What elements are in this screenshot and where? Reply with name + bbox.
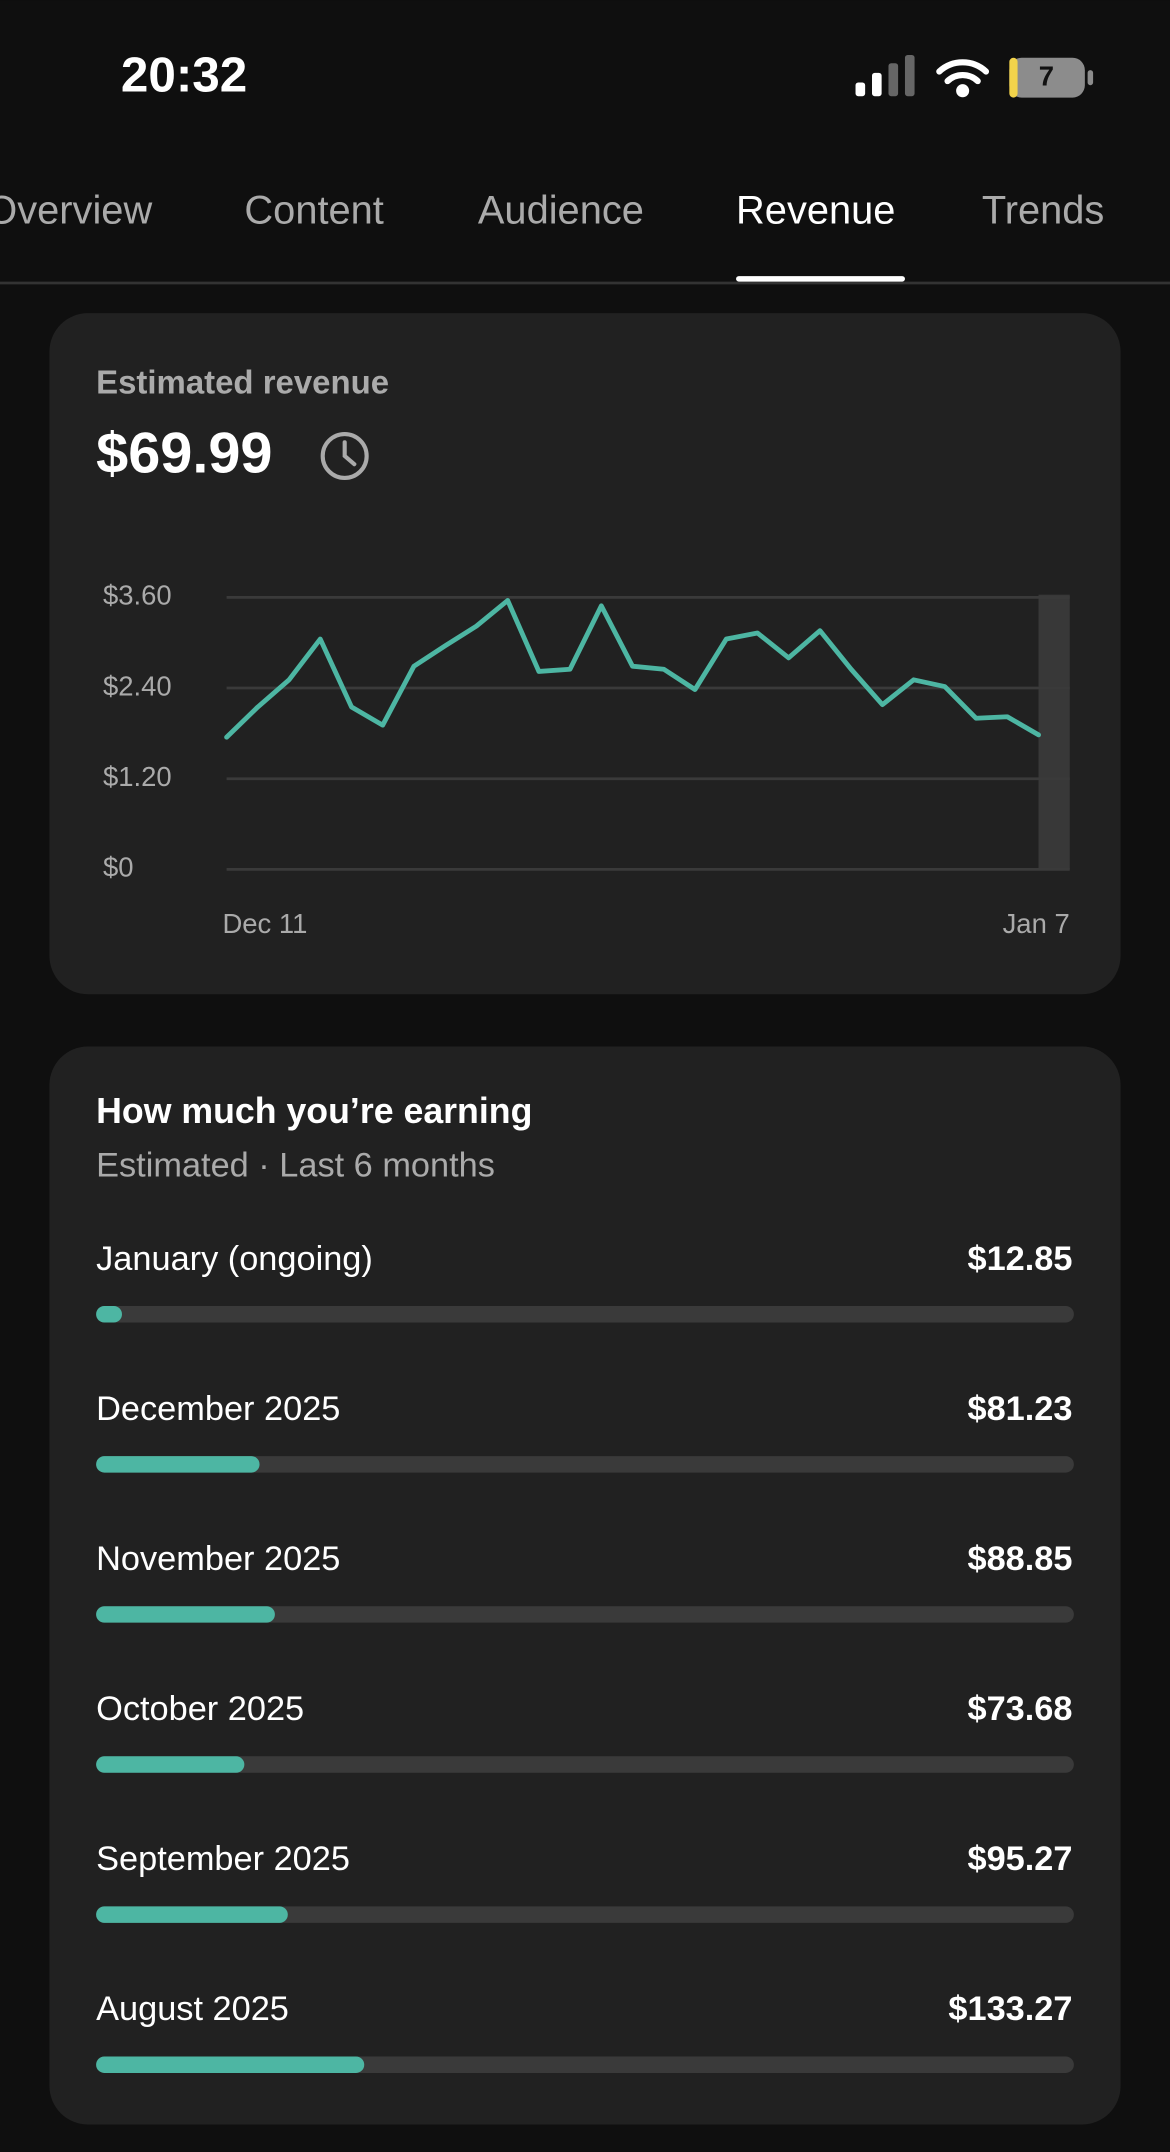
bar (96, 1306, 122, 1323)
tab[interactable]: Content (244, 188, 383, 232)
bar-track (96, 1756, 1074, 1773)
x-tick-label: Jan 7 (1003, 908, 1070, 939)
clock-icon (320, 431, 369, 481)
battery-icon (1009, 57, 1094, 98)
month-value: $133.27 (948, 1990, 1072, 2028)
bar-track (96, 1906, 1074, 1923)
y-tick-label: $1.20 (103, 761, 172, 792)
month-label: August 2025 (96, 1990, 289, 2028)
revenue-card (49, 313, 1121, 995)
month-value: $73.68 (968, 1690, 1073, 1728)
month-label: October 2025 (96, 1690, 304, 1728)
active-tab-indicator (736, 276, 905, 282)
y-tick-label: $2.40 (103, 670, 172, 701)
bar (96, 1756, 245, 1773)
tab[interactable]: Overview (0, 188, 152, 232)
wifi-icon (936, 59, 990, 98)
month-label: September 2025 (96, 1840, 350, 1878)
bar (96, 1456, 260, 1473)
card-title: How much you’re earning (96, 1091, 532, 1131)
card-subtitle: Estimated · Last 6 months (96, 1146, 495, 1184)
month-label: January (ongoing) (96, 1240, 373, 1278)
tab[interactable]: Trends (982, 188, 1104, 232)
month-value: $81.23 (968, 1390, 1073, 1428)
bar-track (96, 1306, 1074, 1323)
month-label: December 2025 (96, 1390, 340, 1428)
x-tick-label: Dec 11 (222, 908, 307, 939)
card-title: Estimated revenue (96, 363, 389, 400)
y-tick-label: $3.60 (103, 580, 172, 611)
tab[interactable]: Audience (478, 188, 644, 232)
month-value: $88.85 (968, 1540, 1073, 1578)
bar (96, 1906, 288, 1923)
signal-icon (855, 54, 915, 97)
y-tick-label: $0 (103, 852, 134, 883)
tab[interactable]: Revenue (736, 188, 895, 232)
battery-level: 7 (1039, 61, 1054, 92)
bar (96, 1606, 275, 1623)
bar-track (96, 1606, 1074, 1623)
bar (96, 2056, 365, 2073)
bar-track (96, 1456, 1074, 1473)
revenue-line (224, 598, 1041, 740)
month-value: $95.27 (968, 1840, 1073, 1878)
pending-region (1038, 594, 1070, 870)
month-value: $12.85 (968, 1240, 1073, 1278)
revenue-total: $69.99 (96, 422, 272, 486)
earnings-card (49, 1046, 1121, 2125)
status-time: 20:32 (121, 47, 247, 102)
month-label: November 2025 (96, 1540, 340, 1578)
